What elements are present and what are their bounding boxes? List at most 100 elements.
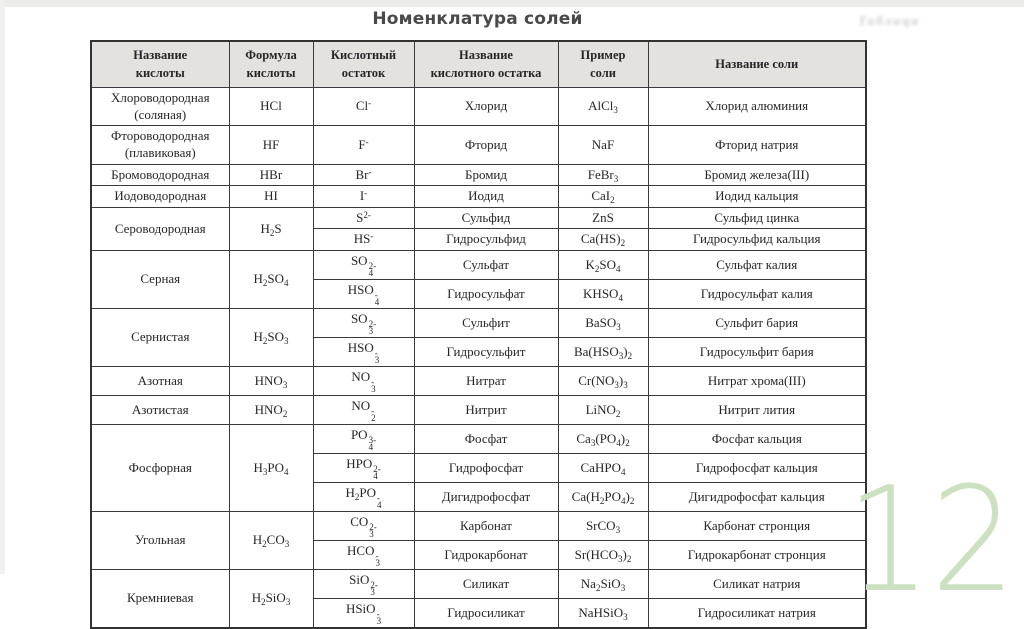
salt-name-cell: Сульфат калия — [647, 250, 867, 280]
acid-name-cell: Фосфорная — [90, 424, 230, 512]
salt-example-cell: KHSO4 — [557, 279, 649, 309]
header-cell: Название соли — [647, 40, 867, 88]
acid-residue-cell: HPO 2- 4 — [312, 453, 415, 483]
salt-name-cell: Нитрит лития — [647, 395, 867, 425]
residue-name-cell: Нитрат — [413, 366, 559, 396]
acid-residue-cell: S2- — [312, 206, 415, 230]
salt-name-cell: Дигидрофосфат кальция — [647, 482, 867, 512]
page-title: Номенклатура солей — [372, 9, 583, 29]
salt-example-cell: CaI2 — [557, 185, 649, 208]
acid-name-cell: Сернистая — [90, 308, 230, 367]
acid-formula-cell: HF — [228, 125, 314, 165]
acid-residue-cell: Cl- — [312, 86, 415, 127]
acid-name-cell: Бромоводородная — [90, 163, 230, 187]
salt-name-cell: Гидрофосфат кальция — [647, 453, 867, 483]
header-cell: Формула кислоты — [228, 40, 314, 88]
salt-name-cell: Гидросиликат натрия — [647, 598, 867, 629]
acid-formula-cell: HCl — [228, 86, 314, 127]
header-row: Название кислоты Формула кислоты Кислотный… — [90, 40, 867, 88]
residue-name-cell: Гидрофосфат — [413, 453, 559, 483]
salt-name-cell: Иодид кальция — [647, 185, 867, 208]
acid-formula-cell: H2SO3 — [228, 308, 314, 367]
residue-name-cell: Нитрит — [413, 395, 559, 425]
acid-residue-cell: HSO -4 — [312, 279, 415, 309]
residue-name-cell: Дигидрофосфат — [413, 482, 559, 512]
table-row: Бромоводородная HBr Br- Бромид FeBr3 Бромид ж… — [90, 163, 867, 187]
table-row: Угольная H2CO3 CO 2- 3 Карбонат SrCO3 Карбонат … — [90, 511, 867, 570]
residue-name-cell: Сульфит — [413, 308, 559, 338]
acid-residue-cell: H2PO -4 — [312, 482, 415, 512]
table-row: HS- Гидросульфид Ca(HS)2 Гидросульфид кальц… — [91, 228, 867, 251]
acid-formula-cell: H3PO4 — [228, 424, 314, 512]
acid-residue-cell: HSO -3 — [312, 337, 415, 367]
acid-formula-cell: HNO3 — [228, 366, 314, 396]
acid-name-cell: Хлороводородная (соляная) — [90, 86, 230, 127]
salt-example-cell: K2SO4 — [557, 250, 649, 280]
table-body: Хлороводородная (соляная) HCl Cl- Хлорид AlC… — [90, 86, 867, 629]
residue-name-cell: Гидросульфит — [413, 337, 559, 367]
salt-example-cell: Sr(HCO3)2 — [557, 540, 649, 570]
acid-residue-cell: HS- — [312, 228, 415, 251]
acid-formula-cell: H2SO4 — [228, 250, 314, 309]
header-cell: Пример соли — [557, 40, 649, 88]
residue-name-cell: Гидросиликат — [413, 598, 559, 629]
salt-name-cell: Фосфат кальция — [647, 424, 867, 454]
table-row: Азотистая HNO2 NO -2 Нитрит LiNO2 Нитрит лития — [90, 395, 867, 425]
acid-formula-cell: HBr — [228, 163, 314, 187]
acid-residue-cell: Br- — [312, 163, 415, 187]
acid-name-cell: Кремниевая — [90, 569, 230, 629]
residue-name-cell: Сульфид — [413, 206, 559, 230]
table-row: Фтороводородная (плавиковая) HF F- Фторид Na… — [90, 125, 867, 165]
table-row: HCO -3 Гидрокарбонат Sr(HCO3)2 Гидрокарбонат… — [91, 540, 867, 570]
page-edge-top — [0, 0, 1024, 7]
salt-name-cell: Карбонат стронция — [647, 511, 867, 541]
table-row: Сернистая H2SO3 SO 2- 3 Сульфит BaSO3 Сульфит б… — [90, 308, 867, 367]
salt-name-cell: Хлорид алюминия — [647, 86, 867, 127]
salt-example-cell: Cr(NO3)3 — [557, 366, 649, 396]
acid-name-cell: Угольная — [90, 511, 230, 570]
table-row: Серная H2SO4 SO 2- 4 Сульфат K2SO4 Сульфат кали… — [90, 250, 867, 309]
salt-example-cell: NaF — [557, 125, 649, 165]
acid-name-cell: Фтороводородная (плавиковая) — [90, 125, 230, 165]
acid-residue-cell: CO 2- 3 — [312, 511, 415, 541]
acid-name-cell: Иодоводородная — [90, 185, 230, 208]
salt-example-cell: Ca3(PO4)2 — [557, 424, 649, 454]
residue-name-cell: Фторид — [413, 125, 559, 165]
acid-residue-cell: F- — [312, 125, 415, 165]
acid-residue-cell: HCO -3 — [312, 540, 415, 570]
salt-example-cell: FeBr3 — [557, 163, 649, 187]
residue-name-cell: Бромид — [413, 163, 559, 187]
residue-name-cell: Сульфат — [413, 250, 559, 280]
acid-formula-cell: HI — [228, 185, 314, 208]
salt-name-cell: Гидросульфит бария — [647, 337, 867, 367]
salt-example-cell: ZnS — [557, 206, 649, 230]
acid-residue-cell: I- — [312, 185, 415, 208]
table-row: Хлороводородная (соляная) HCl Cl- Хлорид AlC… — [90, 86, 867, 127]
header-cell: Кислотный остаток — [312, 40, 415, 88]
salt-example-cell: AlCl3 — [557, 86, 649, 127]
acid-residue-cell: PO 3- 4 — [312, 424, 415, 454]
acid-formula-cell: H2S — [228, 206, 314, 252]
salt-name-cell: Гидросульфид кальция — [647, 228, 867, 251]
salt-example-cell: CaHPO4 — [557, 453, 649, 483]
acid-name-cell: Азотная — [90, 366, 230, 396]
table-row: Азотная HNO3 NO -3 Нитрат Cr(NO3)3 Нитрат хром… — [90, 366, 867, 396]
acid-residue-cell: NO -3 — [312, 366, 415, 396]
salt-example-cell: NaHSiO3 — [557, 598, 649, 629]
salt-example-cell: SrCO3 — [557, 511, 649, 541]
acid-name-cell: Азотистая — [90, 395, 230, 425]
salt-name-cell: Нитрат хрома(III) — [647, 366, 867, 396]
residue-name-cell: Карбонат — [413, 511, 559, 541]
salt-example-cell: BaSO3 — [557, 308, 649, 338]
salt-name-cell: Фторид натрия — [647, 125, 867, 165]
table-row: Иодоводородная HI I- Иодид CaI2 Иодид кальция — [90, 185, 867, 208]
salt-example-cell: Ca(HS)2 — [557, 228, 649, 251]
slide-number-watermark: 12 — [846, 456, 1016, 625]
salt-example-cell: Ca(H2PO4)2 — [557, 482, 649, 512]
acid-name-cell: Серная — [90, 250, 230, 309]
table-row: H2PO -4 Дигидрофосфат Ca(H2PO4)2 Дигидрофосф… — [91, 482, 867, 512]
acid-name-cell: Сероводородная — [90, 206, 230, 252]
acid-residue-cell: SO 2- 3 — [312, 308, 415, 338]
salts-table: Название кислоты Формула кислоты Кислотный… — [90, 40, 867, 629]
residue-name-cell: Гидросульфид — [413, 228, 559, 251]
